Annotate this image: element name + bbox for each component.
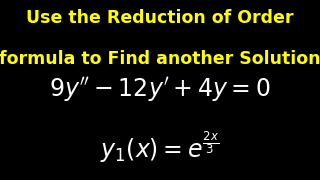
Text: formula to Find another Solution: formula to Find another Solution [0, 50, 320, 68]
Text: $9y'' - 12y' + 4y = 0$: $9y'' - 12y' + 4y = 0$ [49, 76, 271, 104]
Text: $y_1(x) = e^{\frac{2x}{3}}$: $y_1(x) = e^{\frac{2x}{3}}$ [100, 130, 220, 165]
Text: Use the Reduction of Order: Use the Reduction of Order [26, 9, 294, 27]
